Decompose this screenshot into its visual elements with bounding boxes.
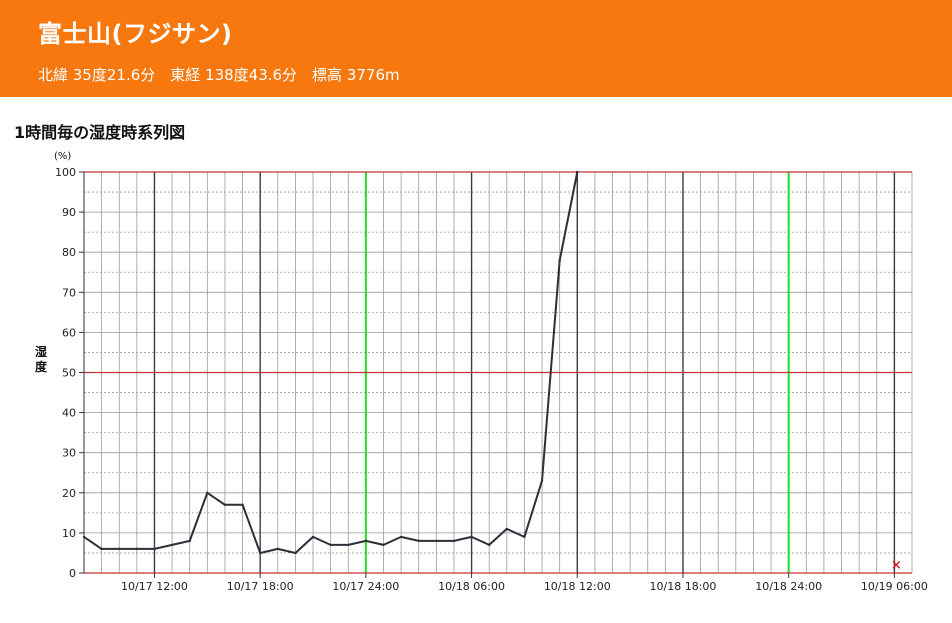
y-tick-label: 60 (62, 326, 76, 339)
station-name: 富士山(フジサン) (38, 20, 233, 48)
humidity-data-point (241, 503, 244, 507)
humidity-data-point (100, 547, 103, 551)
humidity-data-point (540, 479, 544, 482)
humidity-data-point (135, 547, 139, 551)
humidity-data-point (523, 535, 526, 539)
x-tick-label: 10/17 18:00 (227, 580, 294, 593)
humidity-data-point (576, 170, 579, 174)
y-tick-label: 0 (69, 567, 76, 580)
humidity-data-point (276, 547, 279, 551)
humidity-data-point (558, 259, 561, 262)
humidity-data-point (258, 551, 262, 555)
humidity-data-point (294, 551, 297, 555)
x-tick-label: 10/19 06:00 (861, 580, 928, 593)
y-tick-label: 50 (62, 367, 76, 380)
y-tick-label: 100 (55, 166, 76, 179)
humidity-data-point (311, 535, 315, 539)
y-unit-label: (%) (54, 151, 72, 162)
y-axis-label: 湿度 (34, 345, 47, 374)
humidity-data-point (118, 547, 121, 551)
humidity-data-point (435, 539, 438, 543)
y-tick-label: 70 (62, 286, 76, 299)
humidity-data-point (170, 543, 174, 547)
y-tick-label: 30 (62, 447, 76, 460)
humidity-data-point (153, 547, 156, 551)
y-tick-label: 80 (62, 246, 76, 259)
humidity-data-point (82, 535, 86, 539)
humidity-data-point (223, 503, 227, 507)
y-tick-label: 10 (62, 527, 76, 540)
section-title: 1時間毎の湿度時系列図 (14, 123, 186, 142)
humidity-data-point (382, 543, 385, 547)
y-tick-label: 40 (62, 407, 76, 420)
humidity-data-point (329, 543, 332, 547)
x-tick-label: 10/17 12:00 (121, 580, 188, 593)
x-tick-label: 10/18 12:00 (544, 580, 611, 593)
humidity-data-point (188, 539, 191, 543)
humidity-data-point (417, 539, 420, 543)
humidity-data-point (470, 535, 473, 539)
station-header: 富士山(フジサン) 北緯 35度21.6分 東経 138度43.6分 標高 37… (0, 0, 952, 97)
humidity-data-point (505, 527, 509, 531)
y-tick-label: 90 (62, 206, 76, 219)
humidity-data-point (347, 543, 350, 547)
humidity-data-point (206, 491, 209, 494)
x-tick-label: 10/18 06:00 (438, 580, 505, 593)
x-tick-label: 10/18 18:00 (650, 580, 717, 593)
humidity-data-point (452, 539, 456, 543)
humidity-data-point (487, 543, 491, 547)
x-tick-label: 10/17 24:00 (332, 580, 399, 593)
x-tick-label: 10/18 24:00 (755, 580, 822, 593)
humidity-data-point (364, 539, 368, 543)
y-tick-label: 20 (62, 487, 76, 500)
station-coordinates: 北緯 35度21.6分 東経 138度43.6分 標高 3776m (38, 66, 400, 84)
humidity-data-point (399, 535, 403, 539)
missing-data-marker: × (891, 558, 902, 573)
